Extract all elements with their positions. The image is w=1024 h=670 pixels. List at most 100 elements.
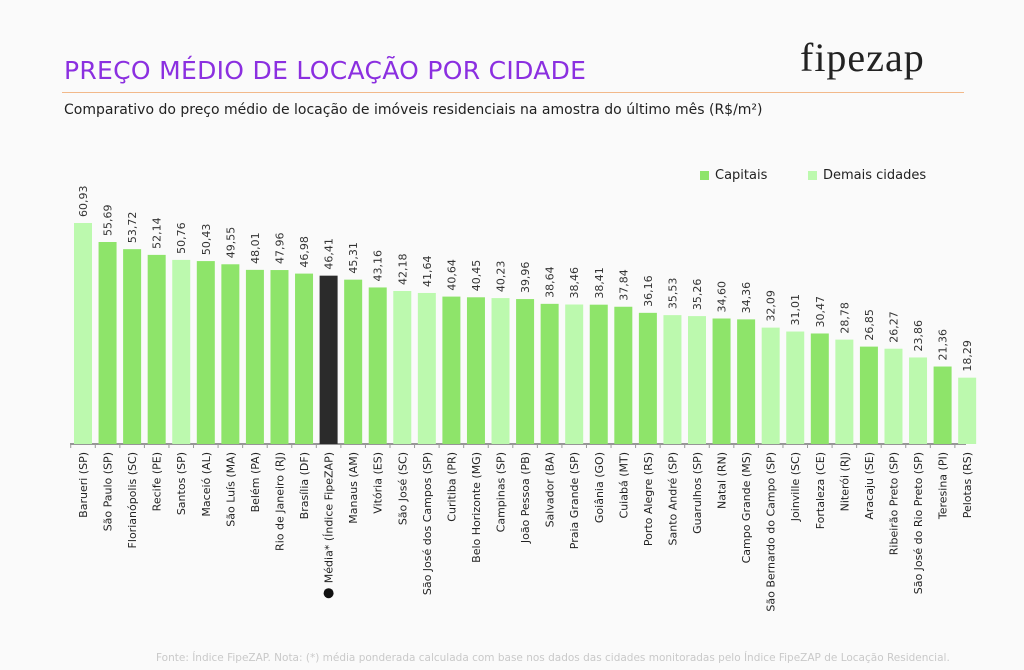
footnote: Fonte: Índice FipeZAP. Nota: (*) média p… <box>156 652 950 664</box>
legend-label: Demais cidades <box>823 168 927 183</box>
category-label: João Pessoa (PB) <box>519 452 532 544</box>
category-label: Curitiba (PR) <box>445 452 458 522</box>
bar <box>491 298 510 444</box>
value-label: 38,64 <box>544 266 557 298</box>
bar <box>270 270 289 444</box>
value-label: 45,31 <box>347 242 360 274</box>
value-label: 55,69 <box>102 205 115 237</box>
category-label: São Paulo (SP) <box>102 452 115 531</box>
bar <box>442 296 461 444</box>
legend-label: Capitais <box>715 168 768 183</box>
category-label: Fortaleza (CE) <box>814 452 827 529</box>
bar <box>565 304 584 444</box>
category-label: Belém (PA) <box>249 452 262 512</box>
category-label: Salvador (BA) <box>544 452 557 527</box>
value-label: 50,76 <box>175 222 188 254</box>
value-label: 50,43 <box>200 224 213 256</box>
category-label: Maceió (AL) <box>200 452 213 517</box>
legend-swatch-capital <box>700 171 709 180</box>
legend-swatch-other <box>808 171 817 180</box>
bar <box>859 346 878 444</box>
category-label: Barueri (SP) <box>77 452 90 518</box>
value-label: 53,72 <box>126 212 139 244</box>
header-divider <box>62 92 964 93</box>
category-label: Joinville (SC) <box>789 452 802 522</box>
category-label: São José dos Campos (SP) <box>421 452 434 595</box>
value-label: 39,96 <box>519 262 532 294</box>
bar <box>884 348 903 444</box>
bar <box>319 275 338 444</box>
value-label: 49,55 <box>224 227 237 259</box>
category-label: Campinas (SP) <box>495 452 508 532</box>
value-label: 26,85 <box>863 309 876 341</box>
value-label: 31,01 <box>789 294 802 326</box>
category-label: Belo Horizonte (MG) <box>470 452 483 563</box>
chart-subtitle: Comparativo do preço médio de locação de… <box>64 102 763 118</box>
value-label: 46,98 <box>298 236 311 268</box>
category-label: Goiânia (GO) <box>593 452 606 523</box>
bar <box>786 331 805 444</box>
legend-demais: Demais cidades <box>808 168 926 183</box>
bar <box>712 318 731 444</box>
value-label: 60,93 <box>77 186 90 218</box>
bar <box>344 279 363 444</box>
bar <box>74 223 92 444</box>
bar <box>466 297 485 444</box>
bar <box>909 357 928 444</box>
average-marker-icon <box>323 588 334 599</box>
bar <box>638 312 657 444</box>
value-label: 40,23 <box>495 261 508 293</box>
value-label: 42,18 <box>396 254 409 286</box>
bar <box>123 249 142 444</box>
value-label: 38,46 <box>568 267 581 299</box>
chart-title: PREÇO MÉDIO DE LOCAÇÃO POR CIDADE <box>64 56 587 85</box>
value-label: 26,27 <box>887 311 900 343</box>
category-label: Brasília (DF) <box>298 452 311 519</box>
bar <box>663 315 682 444</box>
value-label: 38,41 <box>593 267 606 299</box>
value-label: 43,16 <box>372 250 385 282</box>
value-label: 47,96 <box>273 233 286 265</box>
bar <box>295 273 314 444</box>
category-label: Vitória (ES) <box>372 452 385 514</box>
category-label: Cuiabá (MT) <box>617 452 630 518</box>
category-label: Florianópolis (SC) <box>126 452 139 548</box>
category-label: São José do Rio Preto (SP) <box>912 452 925 594</box>
category-label: Recife (PE) <box>151 452 164 511</box>
category-label: São Luís (MA) <box>224 452 237 527</box>
bar <box>147 254 166 444</box>
category-label: Pelotas (RS) <box>961 452 974 518</box>
bar <box>540 303 559 444</box>
bar <box>589 304 608 444</box>
category-label: Santo André (SP) <box>666 452 679 545</box>
category-label: Praia Grande (SP) <box>568 452 581 549</box>
value-label: 41,64 <box>421 255 434 287</box>
bar <box>417 292 436 444</box>
value-label: 35,26 <box>691 279 704 311</box>
value-label: 46,41 <box>323 238 336 270</box>
bar <box>958 377 977 444</box>
category-label: Rio de Janeiro (RJ) <box>273 452 286 551</box>
category-label: Aracaju (SE) <box>863 452 876 520</box>
value-label: 21,36 <box>937 329 950 361</box>
category-label: Guarulhos (SP) <box>691 452 704 534</box>
value-label: 28,78 <box>838 302 851 334</box>
category-label: Campo Grande (MS) <box>740 452 753 563</box>
bar <box>245 269 264 444</box>
value-label: 34,36 <box>740 282 753 314</box>
value-label: 52,14 <box>151 217 164 249</box>
bar <box>614 306 633 444</box>
bar <box>98 242 117 444</box>
bar <box>516 299 535 444</box>
value-label: 48,01 <box>249 232 262 264</box>
bar <box>737 319 756 444</box>
category-label: Ribeirão Preto (SP) <box>887 452 900 555</box>
fipezap-logo: fipezap <box>800 35 925 80</box>
bar <box>688 316 706 444</box>
value-label: 23,86 <box>912 320 925 352</box>
category-label: São José (SC) <box>396 452 409 525</box>
bar <box>761 327 780 444</box>
category-label: Média* (Índice FipeZAP) <box>323 452 336 583</box>
category-label: Teresina (PI) <box>937 452 950 520</box>
